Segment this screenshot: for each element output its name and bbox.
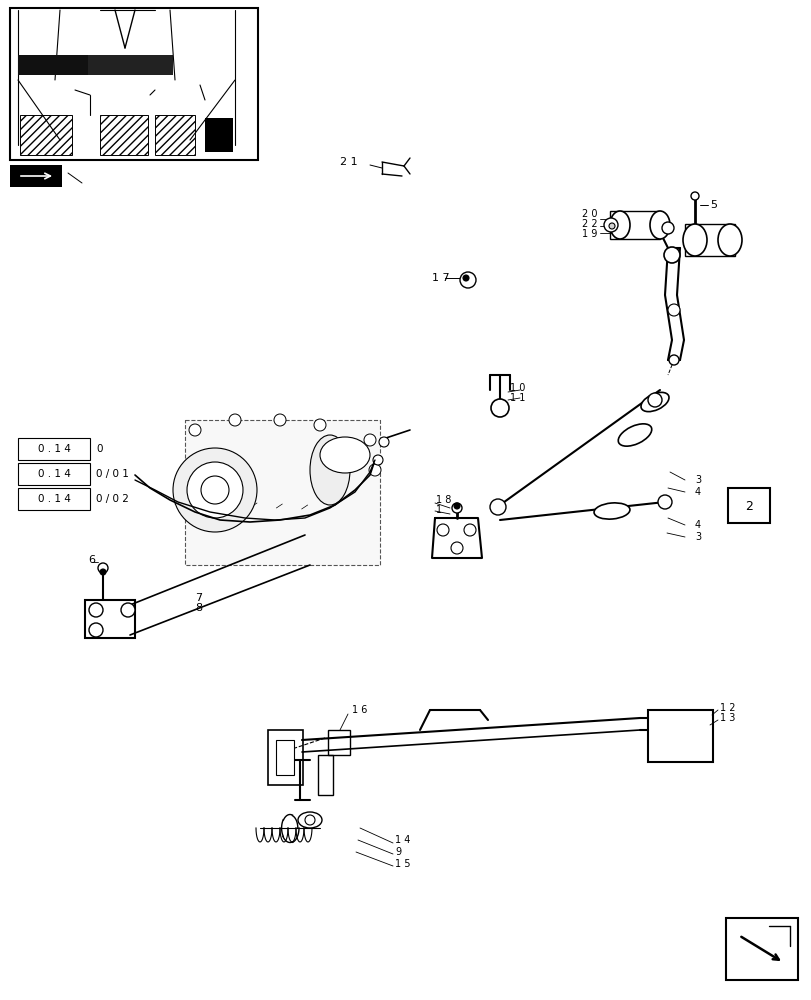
Circle shape: [667, 304, 679, 316]
Circle shape: [89, 623, 103, 637]
Text: 0 . 1 4: 0 . 1 4: [37, 494, 71, 504]
Bar: [268, 730, 303, 785]
Circle shape: [436, 524, 448, 536]
Ellipse shape: [717, 224, 741, 256]
Circle shape: [603, 218, 617, 232]
Bar: [185, 420, 380, 565]
Text: 0 . 1 4: 0 . 1 4: [37, 469, 71, 479]
Text: 2 2: 2 2: [581, 219, 597, 229]
Circle shape: [305, 815, 315, 825]
Text: 3: 3: [694, 475, 700, 485]
Circle shape: [453, 503, 460, 509]
Circle shape: [201, 476, 229, 504]
Circle shape: [647, 393, 661, 407]
Circle shape: [314, 419, 325, 431]
Circle shape: [608, 223, 614, 229]
Circle shape: [100, 569, 106, 575]
Bar: [100, 115, 148, 155]
Ellipse shape: [310, 435, 350, 505]
Bar: [18, 488, 90, 510]
Text: 1 2: 1 2: [719, 703, 735, 713]
Text: 4: 4: [694, 487, 700, 497]
Bar: [10, 8, 258, 160]
Bar: [725, 918, 797, 980]
Circle shape: [489, 499, 505, 515]
Text: 1 0: 1 0: [509, 383, 525, 393]
Circle shape: [187, 462, 242, 518]
Text: 1 4: 1 4: [394, 835, 410, 845]
Bar: [328, 730, 350, 755]
Bar: [18, 55, 88, 75]
Text: 2 1: 2 1: [340, 157, 357, 167]
Bar: [318, 755, 333, 795]
Bar: [18, 55, 173, 75]
Ellipse shape: [649, 211, 669, 239]
Bar: [18, 463, 90, 485]
Circle shape: [363, 434, 375, 446]
Circle shape: [450, 542, 462, 554]
Text: 1 5: 1 5: [394, 859, 410, 869]
Text: 2: 2: [744, 499, 752, 512]
Circle shape: [189, 424, 201, 436]
Bar: [684, 224, 734, 256]
Circle shape: [98, 563, 108, 573]
Text: 5: 5: [709, 200, 716, 210]
Ellipse shape: [609, 211, 629, 239]
Ellipse shape: [320, 437, 370, 473]
Text: 1: 1: [436, 505, 441, 515]
Circle shape: [460, 272, 475, 288]
Text: 1 8: 1 8: [436, 495, 451, 505]
Bar: [647, 710, 712, 762]
Text: 1 9: 1 9: [581, 229, 597, 239]
Circle shape: [463, 524, 475, 536]
Text: 8: 8: [195, 603, 202, 613]
Circle shape: [173, 448, 257, 532]
Bar: [18, 438, 90, 460]
Circle shape: [452, 503, 461, 513]
Text: 1 7: 1 7: [431, 273, 449, 283]
Ellipse shape: [682, 224, 706, 256]
Circle shape: [372, 455, 383, 465]
Circle shape: [491, 399, 508, 417]
Bar: [20, 115, 72, 155]
Circle shape: [368, 464, 380, 476]
Text: 9: 9: [394, 847, 401, 857]
Circle shape: [229, 414, 241, 426]
Text: 1 1: 1 1: [509, 393, 525, 403]
Text: 6: 6: [88, 555, 95, 565]
Bar: [727, 488, 769, 523]
Text: 2 0: 2 0: [581, 209, 597, 219]
Circle shape: [690, 192, 698, 200]
Circle shape: [121, 603, 135, 617]
Circle shape: [668, 355, 678, 365]
Bar: [85, 600, 135, 638]
Bar: [204, 118, 233, 152]
Circle shape: [661, 222, 673, 234]
Circle shape: [89, 603, 103, 617]
Text: 1 6: 1 6: [351, 705, 367, 715]
Text: 0: 0: [96, 444, 102, 454]
Bar: [276, 740, 294, 775]
Circle shape: [657, 495, 672, 509]
Text: 3: 3: [694, 532, 700, 542]
Ellipse shape: [298, 812, 322, 828]
Ellipse shape: [640, 392, 668, 412]
Bar: [155, 115, 195, 155]
Bar: [10, 165, 62, 187]
Text: 0 . 1 4: 0 . 1 4: [37, 444, 71, 454]
Circle shape: [379, 437, 388, 447]
Circle shape: [462, 275, 469, 281]
Ellipse shape: [594, 503, 629, 519]
Text: 1 3: 1 3: [719, 713, 735, 723]
Text: 4: 4: [694, 520, 700, 530]
Ellipse shape: [617, 424, 651, 446]
Circle shape: [663, 247, 679, 263]
Text: 7: 7: [195, 593, 202, 603]
Bar: [609, 211, 659, 239]
Text: 0 / 0 2: 0 / 0 2: [96, 494, 129, 504]
Circle shape: [273, 414, 285, 426]
Text: 0 / 0 1: 0 / 0 1: [96, 469, 129, 479]
